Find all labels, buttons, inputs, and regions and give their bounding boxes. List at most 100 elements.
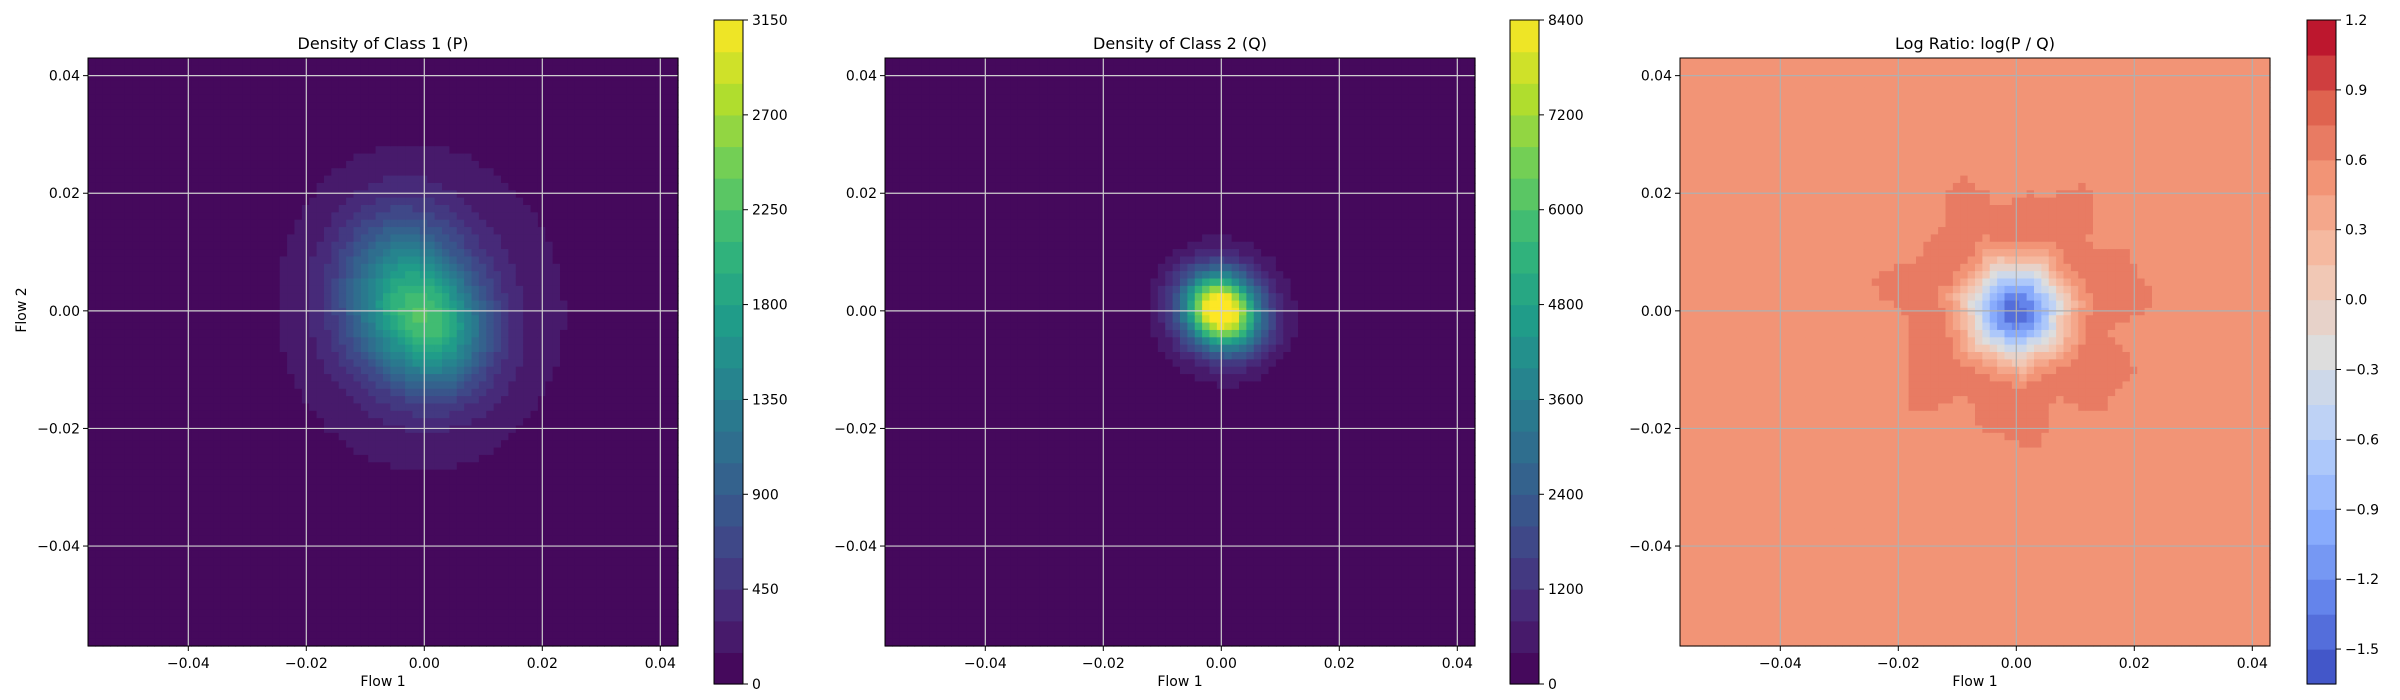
heatmap-cell [287, 227, 295, 235]
heatmap-cell [132, 492, 140, 500]
heatmap-cell [339, 124, 347, 132]
heatmap-cell [516, 396, 524, 404]
heatmap-cell [354, 168, 362, 176]
heatmap-cell [295, 323, 303, 331]
heatmap-cell [132, 448, 140, 456]
heatmap-cell [398, 132, 406, 140]
heatmap-cell [427, 109, 435, 117]
heatmap-cell [221, 543, 229, 551]
heatmap-cell [295, 109, 303, 117]
heatmap-cell [486, 117, 494, 125]
heatmap-cell [516, 286, 524, 294]
heatmap-cell [464, 631, 472, 639]
heatmap-cell [228, 528, 236, 536]
heatmap-cell [324, 315, 332, 323]
heatmap-cell [516, 73, 524, 81]
heatmap-cell [405, 154, 413, 162]
heatmap-cell [221, 595, 229, 603]
heatmap-cell [132, 550, 140, 558]
heatmap-cell [154, 190, 162, 198]
heatmap-cell [103, 440, 111, 448]
heatmap-cell [354, 183, 362, 191]
heatmap-cell [435, 411, 443, 419]
heatmap-cell [169, 308, 177, 316]
heatmap-cell [118, 146, 126, 154]
heatmap-cell [531, 550, 539, 558]
heatmap-cell [531, 499, 539, 507]
heatmap-cell [361, 624, 369, 632]
heatmap-cell [154, 256, 162, 264]
heatmap-cell [295, 212, 303, 220]
heatmap-cell [331, 109, 339, 117]
heatmap-cell [368, 521, 376, 529]
heatmap-cell [162, 587, 170, 595]
heatmap-cell [376, 154, 384, 162]
heatmap-cell [390, 433, 398, 441]
heatmap-cell [479, 80, 487, 88]
heatmap-cell [309, 154, 317, 162]
heatmap-cell [132, 573, 140, 581]
heatmap-cell [435, 279, 443, 287]
heatmap-cell [177, 396, 185, 404]
heatmap-cell [413, 58, 421, 66]
heatmap-cell [464, 337, 472, 345]
heatmap-cell [132, 374, 140, 382]
heatmap-cell [449, 154, 457, 162]
heatmap-cell [221, 286, 229, 294]
heatmap-cell [376, 345, 384, 353]
heatmap-cell [449, 536, 457, 544]
heatmap-cell [368, 168, 376, 176]
heatmap-cell [287, 374, 295, 382]
heatmap-cell [383, 95, 391, 103]
heatmap-cell [169, 455, 177, 463]
heatmap-cell [501, 286, 509, 294]
heatmap-cell [390, 80, 398, 88]
heatmap-cell [405, 381, 413, 389]
heatmap-cell [295, 352, 303, 360]
heatmap-cell [383, 330, 391, 338]
heatmap-cell [213, 448, 221, 456]
heatmap-cell [361, 536, 369, 544]
heatmap-cell [236, 492, 244, 500]
heatmap-cell [280, 58, 288, 66]
heatmap-cell [265, 492, 273, 500]
heatmap-cell [361, 521, 369, 529]
heatmap-cell [103, 65, 111, 73]
heatmap-cell [213, 286, 221, 294]
heatmap-cell [435, 433, 443, 441]
heatmap-cell [354, 543, 362, 551]
heatmap-cell [110, 279, 118, 287]
heatmap-cell [464, 462, 472, 470]
heatmap-cell [368, 396, 376, 404]
heatmap-cell [324, 65, 332, 73]
heatmap-cell [339, 286, 347, 294]
heatmap-cell [339, 256, 347, 264]
heatmap-cell [147, 301, 155, 309]
heatmap-cell [354, 109, 362, 117]
heatmap-cell [508, 624, 516, 632]
heatmap-cell [125, 146, 133, 154]
heatmap-cell [435, 80, 443, 88]
heatmap-cell [486, 256, 494, 264]
heatmap-cell [531, 102, 539, 110]
heatmap-cell [516, 367, 524, 375]
heatmap-cell [413, 558, 421, 566]
heatmap-cell [449, 124, 457, 132]
heatmap-cell [154, 154, 162, 162]
heatmap-cell [523, 58, 531, 66]
heatmap-cell [464, 536, 472, 544]
heatmap-cell [531, 286, 539, 294]
heatmap-cell [191, 521, 199, 529]
heatmap-cell [221, 602, 229, 610]
heatmap-cell [258, 462, 266, 470]
heatmap-cell [228, 87, 236, 95]
heatmap-cell [523, 352, 531, 360]
heatmap-cell [354, 411, 362, 419]
heatmap-cell [177, 198, 185, 206]
heatmap-cell [376, 521, 384, 529]
heatmap-cell [243, 558, 251, 566]
heatmap-cell [472, 234, 480, 242]
heatmap-cell [206, 293, 214, 301]
heatmap-cell [236, 514, 244, 522]
heatmap-cell [140, 168, 148, 176]
